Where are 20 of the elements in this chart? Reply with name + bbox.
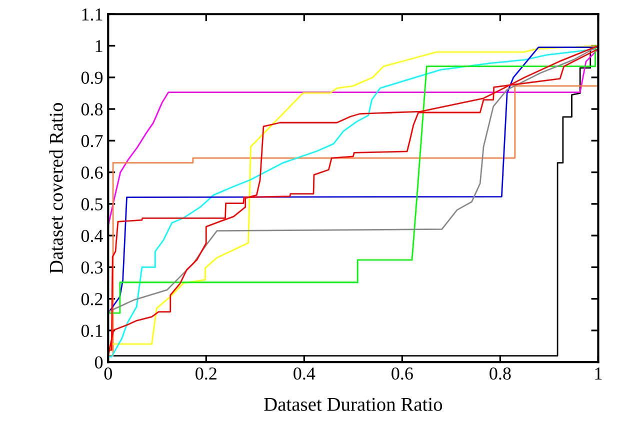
y-tick-label: 0.3 [81,261,103,274]
y-tick-label: 0 [94,356,103,369]
y-tick-label: 0.9 [81,72,103,84]
y-tick-label: 0.5 [81,198,103,210]
y-tick-label: 1.1 [82,8,102,21]
y-tick-label: 0.4 [81,230,104,242]
x-axis-title: Dataset Duration Ratio [264,398,442,411]
x-tick-label: 0 [104,367,112,380]
x-tick-label: 1 [595,368,602,380]
x-tick-label: 0.4 [294,367,316,380]
x-tick-label: 0.8 [490,367,511,380]
y-tick-label: 1 [96,40,102,52]
y-tick-label: 0.7 [81,134,103,148]
y-tick-label: 0.8 [81,103,103,116]
y-tick-label: 0.1 [81,324,102,337]
y-axis-title: Dataset covered Ratio [49,103,63,274]
x-tick-label: 0.6 [392,367,413,380]
y-tick-label: 0.2 [81,293,102,306]
y-tick-label: 0.6 [81,166,103,179]
x-tick-label: 0.2 [196,367,216,380]
